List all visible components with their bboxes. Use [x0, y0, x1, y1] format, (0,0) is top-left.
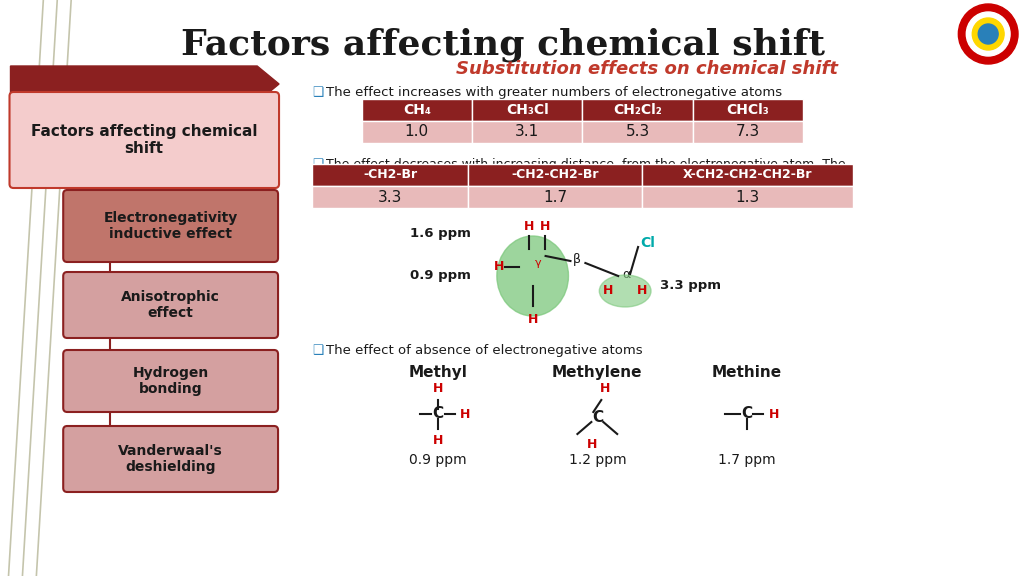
FancyBboxPatch shape [642, 164, 853, 186]
Text: H: H [433, 434, 443, 447]
FancyBboxPatch shape [642, 186, 853, 208]
Text: H: H [460, 407, 470, 420]
Text: CHCl₃: CHCl₃ [727, 103, 769, 117]
Text: ❑: ❑ [312, 158, 324, 171]
Text: ❑: ❑ [312, 344, 324, 357]
Text: CH₄: CH₄ [402, 103, 431, 117]
Text: Methine: Methine [712, 365, 781, 380]
Ellipse shape [497, 236, 568, 316]
Text: 1.7 ppm: 1.7 ppm [718, 453, 775, 467]
Text: CH₂Cl₂: CH₂Cl₂ [613, 103, 662, 117]
FancyBboxPatch shape [468, 186, 642, 208]
FancyBboxPatch shape [361, 99, 472, 121]
Text: Hydrogen
bonding: Hydrogen bonding [132, 366, 209, 396]
FancyBboxPatch shape [63, 190, 279, 262]
Text: H: H [527, 313, 538, 326]
Text: H: H [587, 438, 598, 451]
Text: 1.3: 1.3 [735, 190, 760, 204]
Ellipse shape [599, 275, 651, 307]
FancyArrow shape [10, 66, 280, 102]
Text: H: H [637, 285, 647, 297]
Text: Anisotrophic
effect: Anisotrophic effect [121, 290, 220, 320]
Text: H: H [603, 285, 613, 297]
Text: C: C [592, 410, 603, 425]
Text: CH₃Cl: CH₃Cl [506, 103, 549, 117]
Text: 3.3 ppm: 3.3 ppm [660, 279, 721, 293]
Text: -CH2-Br: -CH2-Br [362, 169, 417, 181]
Text: effect completely vanished at the: effect completely vanished at the [326, 172, 542, 185]
FancyBboxPatch shape [468, 164, 642, 186]
Circle shape [958, 4, 1018, 64]
Text: The effect increases with greater numbers of electronegative atoms: The effect increases with greater number… [326, 86, 782, 99]
Text: Electronegativity
inductive effect: Electronegativity inductive effect [103, 211, 238, 241]
Text: 1.6 ppm: 1.6 ppm [411, 226, 471, 240]
FancyBboxPatch shape [312, 186, 468, 208]
FancyBboxPatch shape [63, 426, 279, 492]
Text: 1.0: 1.0 [404, 124, 429, 139]
Text: -CH2-CH2-Br: -CH2-CH2-Br [511, 169, 599, 181]
FancyBboxPatch shape [693, 99, 803, 121]
Text: 5.3: 5.3 [626, 124, 649, 139]
FancyBboxPatch shape [312, 164, 468, 186]
Text: H: H [540, 220, 550, 233]
Text: 7.3: 7.3 [736, 124, 760, 139]
FancyBboxPatch shape [361, 121, 472, 143]
FancyBboxPatch shape [472, 99, 583, 121]
Text: γ: γ [536, 258, 542, 268]
Text: α: α [623, 267, 631, 281]
FancyBboxPatch shape [63, 272, 279, 338]
Text: H: H [494, 260, 504, 274]
Text: 0.9 ppm: 0.9 ppm [411, 270, 471, 282]
Text: 1.2 ppm: 1.2 ppm [568, 453, 626, 467]
Text: H: H [523, 220, 534, 233]
Text: Factors affecting chemical
shift: Factors affecting chemical shift [31, 124, 257, 156]
Text: Factors affecting chemical shift: Factors affecting chemical shift [181, 28, 824, 63]
FancyBboxPatch shape [583, 99, 693, 121]
Text: ❑: ❑ [312, 86, 324, 99]
Text: H: H [433, 382, 443, 395]
Text: 3.1: 3.1 [515, 124, 540, 139]
Text: β: β [572, 252, 581, 266]
Text: 1.7: 1.7 [543, 190, 567, 204]
FancyBboxPatch shape [9, 92, 280, 188]
Circle shape [978, 24, 998, 44]
FancyBboxPatch shape [63, 350, 279, 412]
Text: Vanderwaal's
deshielding: Vanderwaal's deshielding [118, 444, 223, 474]
Text: The effect of absence of electronegative atoms: The effect of absence of electronegative… [326, 344, 642, 357]
Text: Substitution effects on chemical shift: Substitution effects on chemical shift [456, 60, 838, 78]
Text: H: H [768, 407, 779, 420]
Text: H: H [600, 382, 610, 395]
Text: Methylene: Methylene [552, 365, 643, 380]
Text: 0.9 ppm: 0.9 ppm [410, 453, 467, 467]
Text: Methyl: Methyl [409, 365, 468, 380]
FancyBboxPatch shape [583, 121, 693, 143]
Text: C: C [741, 407, 752, 422]
FancyBboxPatch shape [693, 121, 803, 143]
Text: fourth bond: fourth bond [487, 172, 560, 185]
Text: from the electronegative atom: from the electronegative atom [557, 172, 754, 185]
Text: Cl: Cl [640, 236, 655, 250]
Circle shape [972, 18, 1005, 50]
Circle shape [967, 12, 1010, 56]
FancyBboxPatch shape [472, 121, 583, 143]
Text: 3.3: 3.3 [378, 190, 402, 204]
Text: The effect decreases with increasing distance  from the electronegative atom. Th: The effect decreases with increasing dis… [326, 158, 846, 171]
Text: C: C [432, 407, 443, 422]
Text: X-CH2-CH2-CH2-Br: X-CH2-CH2-CH2-Br [683, 169, 812, 181]
